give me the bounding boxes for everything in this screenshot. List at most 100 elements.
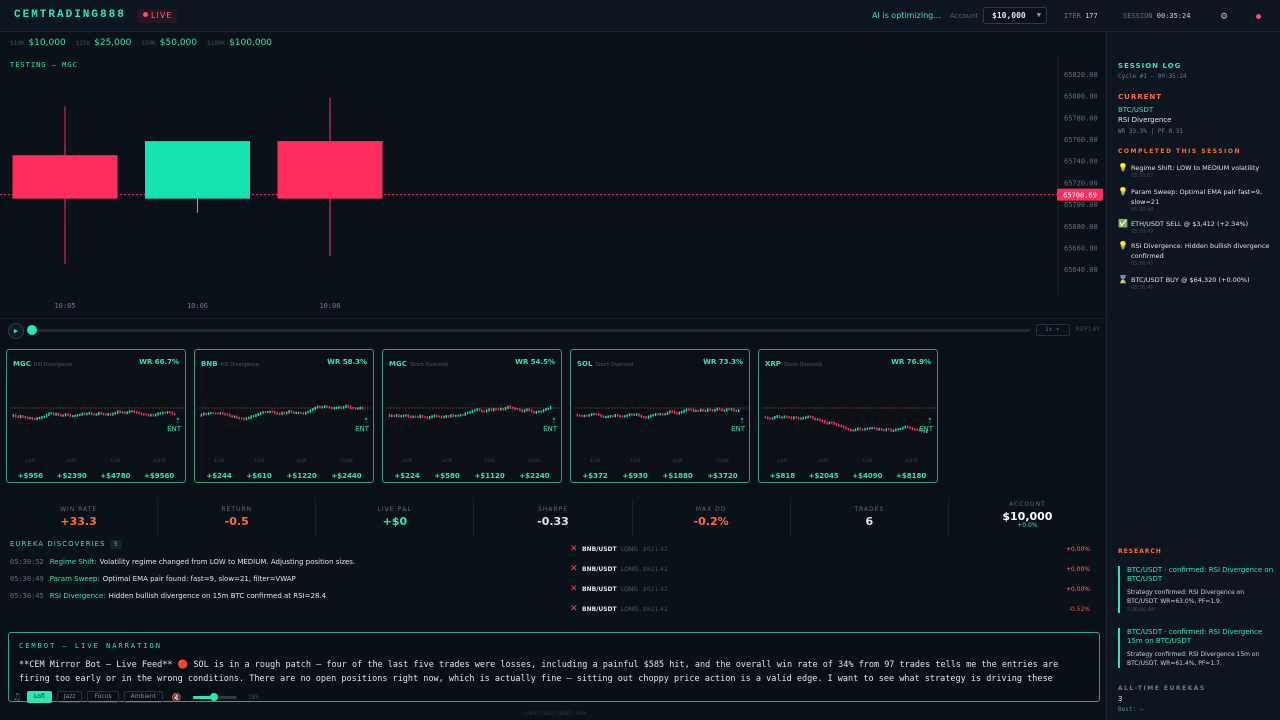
projection-value: +$2390 xyxy=(56,472,87,480)
projection-tier: $50K xyxy=(862,458,873,463)
projection-cell: $25K +$580 xyxy=(434,458,459,482)
tier-100k[interactable]: $100K $100,000 xyxy=(207,38,273,48)
card-symbol: SOL Stoch Oversold xyxy=(577,360,633,368)
strategy-card[interactable]: BNB RSI Divergence WR 58.3% ⇡ ENT $10K +$244 $2… xyxy=(194,349,374,483)
profit-projections: $10K +$372 $25K +$930 $50K +$1880 $100K +$3720 xyxy=(571,458,749,482)
account-tiers: $10K $10,000 $25K $25,000 $50K $50,000 $100… xyxy=(10,38,272,48)
completed-text: BTC/USDT BUY @ $64,320 (+0.00%) xyxy=(1131,276,1250,284)
projection-tier: $10K xyxy=(25,458,36,463)
entry-label: ENT xyxy=(167,425,181,433)
stat-live-p-l: LIVE P&L +$0 xyxy=(316,498,475,536)
trade-row[interactable]: ✕ BNB/USDT LONG $621.42 +0.00% xyxy=(570,563,1090,577)
eureka-title: EUREKA DISCOVERIES xyxy=(10,540,106,548)
main-candle-chart[interactable]: 65820.00 65800.00 65780.00 65760.00 65740.00… xyxy=(0,55,1106,317)
card-strategy-name: RSI Divergence xyxy=(33,362,73,368)
completed-item: 💡 Regime Shift: LOW to MEDIUM volatility 0… xyxy=(1118,163,1278,180)
stat-value: +33.3 xyxy=(60,515,97,528)
volume-knob[interactable] xyxy=(209,692,218,701)
completed-title: COMPLETED THIS SESSION xyxy=(1118,148,1241,155)
y-tick-label: 65740.00 xyxy=(1064,158,1098,166)
projection-tier: $100K xyxy=(340,458,353,463)
narration-text: **CEM Mirror Bot — Live Feed** 🔴 SOL is … xyxy=(19,660,1059,684)
session-value: 00:35:24 xyxy=(1156,12,1191,20)
entry-label: ENT xyxy=(731,425,745,433)
tier-10k[interactable]: $10K $10,000 xyxy=(10,38,66,48)
close-icon: ✕ xyxy=(570,544,578,554)
profit-projections: $10K +$818 $25K +$2045 $50K +$4090 $100K +$8180 xyxy=(759,458,937,482)
completed-time: 05:30:49 xyxy=(1131,229,1154,235)
projection-value: +$244 xyxy=(206,472,232,480)
volume-slider[interactable] xyxy=(192,692,237,701)
projection-tier: $100K xyxy=(528,458,541,463)
candle-body[interactable] xyxy=(12,155,118,199)
play-icon[interactable]: ▶ xyxy=(8,323,24,339)
session-timer: SESSION 00:35:24 xyxy=(1123,12,1190,20)
completed-text: RSI Divergence: Hidden bullish divergenc… xyxy=(1131,242,1270,260)
research-item[interactable]: BTC/USDT · confirmed: RSI Divergence 15m… xyxy=(1118,628,1276,668)
up-arrow-icon: ⇡ xyxy=(739,417,745,425)
tier-50k[interactable]: $50K $50,000 xyxy=(141,38,198,48)
trade-symbol: BNB/USDT xyxy=(582,546,617,553)
candle-body[interactable] xyxy=(145,141,250,199)
strategy-card[interactable]: MGC Stoch Oversold WR 54.5% ⇡ ENT $10K +$224 $2… xyxy=(382,349,562,483)
narration-panel: CEMBOT — LIVE NARRATION **CEM Mirror Bot… xyxy=(8,632,1100,702)
replay-knob[interactable] xyxy=(27,325,37,335)
profit-projections: $10K +$956 $25K +$2390 $50K +$4780 $100K +$9560 xyxy=(7,458,185,482)
hourglass-icon: ⌛ xyxy=(1118,275,1128,284)
trade-row[interactable]: ✕ BNB/USDT LONG $621.42 -0.52% xyxy=(570,603,1090,617)
bulb-icon: 💡 xyxy=(1118,163,1128,172)
completed-time: 05:30:45 xyxy=(1131,261,1154,267)
y-tick-label: 65760.00 xyxy=(1064,136,1098,144)
card-win-rate: WR 73.3% xyxy=(703,358,743,366)
research-item[interactable]: BTC/USDT · confirmed: RSI Divergence on … xyxy=(1118,566,1276,613)
mode-focus-button[interactable]: Focus xyxy=(87,691,119,703)
mute-icon[interactable]: 🔇 xyxy=(171,692,182,702)
projection-value: +$2440 xyxy=(331,472,362,480)
trade-row[interactable]: ✕ BNB/USDT LONG $621.42 +0.00% xyxy=(570,543,1090,557)
mode-lofi-button[interactable]: Lofi xyxy=(27,691,52,703)
account-label: Account xyxy=(950,12,979,20)
speed-select[interactable]: 1x ▾ xyxy=(1036,324,1070,336)
trade-price: $621.42 xyxy=(643,566,668,573)
projection-tier: $100K xyxy=(716,458,729,463)
trade-price: $621.42 xyxy=(643,546,668,553)
projection-value: +$4090 xyxy=(852,472,883,480)
card-symbol: MGC Stoch Oversold xyxy=(389,360,448,368)
strategy-card[interactable]: MGC RSI Divergence WR 66.7% ⇡ ENT $10K +$956 $2… xyxy=(6,349,186,483)
completed-time: 05:30:49 xyxy=(1131,207,1154,213)
top-bar: CEMTRADING888 LIVE AI is optimizing... A… xyxy=(0,0,1280,32)
projection-cell: $100K +$3720 xyxy=(707,458,737,482)
trade-side: LONG xyxy=(621,606,638,613)
projection-tier: $10K xyxy=(401,458,413,463)
stat-label: WIN RATE xyxy=(60,506,98,513)
projection-cell: $100K +$2240 xyxy=(519,458,549,482)
mode-jazz-button[interactable]: Jazz xyxy=(56,691,83,703)
projection-cell: $50K +$1220 xyxy=(286,458,316,482)
eureka-item[interactable]: 05:30:49 Param Sweep: Optimal EMA pair fou… xyxy=(10,575,296,583)
mode-ambient-button[interactable]: Ambient xyxy=(123,691,163,703)
eureka-text: Hidden bullish divergence on 15m BTC con… xyxy=(108,592,327,600)
account-select[interactable]: $10,000 ▼ xyxy=(983,7,1047,24)
tier-25k[interactable]: $25K $25,000 xyxy=(75,38,132,48)
card-symbol-text: MGC xyxy=(389,360,407,368)
eureka-item[interactable]: 05:30:52 Regime Shift: Volatility regime c… xyxy=(10,558,355,566)
candle-body[interactable] xyxy=(277,141,383,199)
x-tick-label: 10:05 xyxy=(54,302,75,310)
research-head: BTC/USDT · confirmed: RSI Divergence on … xyxy=(1127,566,1274,583)
trade-row[interactable]: ✕ BNB/USDT LONG $621.42 +0.00% xyxy=(570,583,1090,597)
strategy-card[interactable]: SOL Stoch Oversold WR 73.3% ⇡ ENT $10K +$372 $2… xyxy=(570,349,750,483)
settings-icon[interactable]: ⚙ xyxy=(1220,9,1228,22)
eureka-item[interactable]: 05:30:45 RSI Divergence: Hidden bullish di… xyxy=(10,592,326,600)
up-arrow-icon: ⇡ xyxy=(363,417,369,425)
replay-scrubber[interactable] xyxy=(30,329,1030,332)
trade-side: LONG xyxy=(621,546,638,553)
stat-label: ACCOUNT xyxy=(1009,501,1046,508)
close-icon: ✕ xyxy=(570,604,578,614)
strategy-card[interactable]: XRP Stoch Oversold WR 76.9% ⇡ ENT $10K +$818 $2… xyxy=(758,349,938,483)
card-symbol-text: BNB xyxy=(201,360,218,368)
projection-value: +$1120 xyxy=(474,472,505,480)
projection-tier: $50K xyxy=(296,458,307,463)
check-icon: ✅ xyxy=(1118,219,1128,228)
research-body: Strategy confirmed: RSI Divergence 15m o… xyxy=(1127,651,1260,667)
stat-label: RETURN xyxy=(221,506,253,513)
